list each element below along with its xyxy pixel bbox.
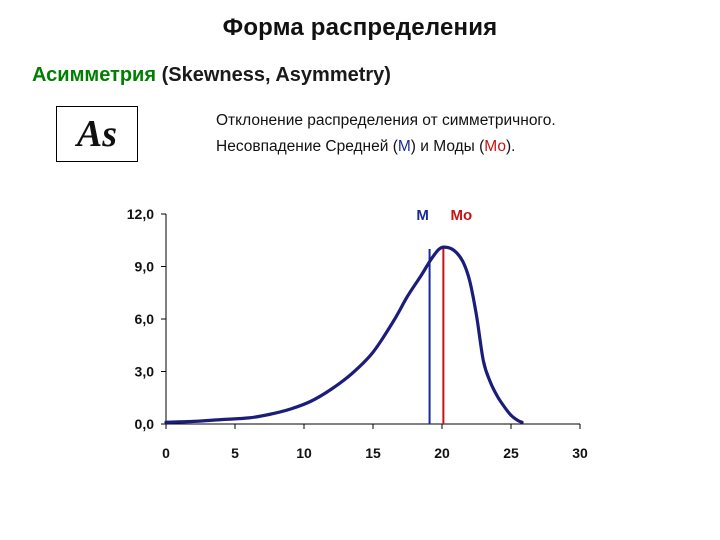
desc-text-c: ). <box>505 138 516 155</box>
asymmetry-symbol: As <box>76 113 118 155</box>
page-title: Форма распределения <box>222 14 498 41</box>
description: Отклонение распределения от симметричног… <box>216 108 556 160</box>
desc-mode-symbol: Мо <box>484 138 506 155</box>
y-tick-label: 6,0 <box>135 311 155 327</box>
subtitle-russian: Асимметрия <box>32 64 157 86</box>
asymmetry-symbol-box: As <box>56 106 138 162</box>
x-tick-label: 5 <box>231 445 239 461</box>
x-tick-label: 25 <box>503 445 519 461</box>
y-tick-label: 0,0 <box>135 416 155 432</box>
x-tick-label: 20 <box>434 445 450 461</box>
x-tick-label: 10 <box>296 445 312 461</box>
desc-text-b: ) и Моды ( <box>410 138 485 155</box>
description-line-2: Несовпадение Средней (М) и Моды (Мо). <box>216 134 556 160</box>
mode-label: Мо <box>451 207 473 224</box>
x-tick-label: 0 <box>162 445 170 461</box>
subtitle-english: (Skewness, Asymmetry) <box>161 64 391 86</box>
subtitle: Асимметрия (Skewness, Asymmetry) <box>32 64 391 87</box>
mean-label: М <box>416 207 429 224</box>
x-tick-label: 15 <box>365 445 381 461</box>
x-tick-label: 30 <box>572 445 588 461</box>
desc-mean-symbol: М <box>397 138 411 155</box>
distribution-curve <box>164 245 524 424</box>
y-tick-label: 3,0 <box>135 364 155 380</box>
y-tick-label: 9,0 <box>135 259 155 275</box>
description-line-1: Отклонение распределения от симметричног… <box>216 112 556 129</box>
desc-text-a: Несовпадение Средней ( <box>216 138 398 155</box>
y-tick-label: 12,0 <box>127 206 154 222</box>
